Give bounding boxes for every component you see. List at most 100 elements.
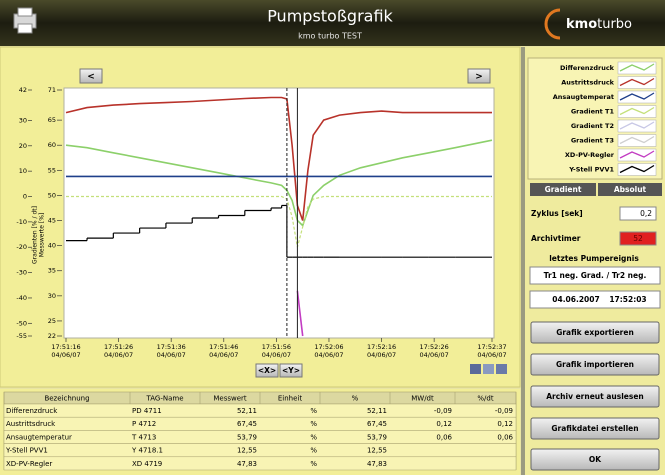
x-tick-label: 17:52:37 xyxy=(477,343,506,351)
y2-tick-label: -50 xyxy=(16,319,27,327)
y2-tick-label: 10 xyxy=(19,167,27,175)
legend-label: Ansaugtemperat xyxy=(553,93,614,101)
separator xyxy=(521,47,525,475)
table-cell: -0,09 xyxy=(495,407,513,415)
prev-button[interactable] xyxy=(79,68,103,84)
table-row-bg xyxy=(3,456,517,471)
legend-swatch xyxy=(619,121,655,130)
x-tick-label: 17:52:16 xyxy=(367,343,396,351)
table-cell: Y 4718.1 xyxy=(131,447,163,455)
x-tick-date: 04/06/07 xyxy=(477,351,506,359)
table-cell: Ansaugtemperatur xyxy=(6,433,72,441)
next-button[interactable] xyxy=(467,68,491,84)
legend-swatch xyxy=(619,92,655,101)
table-cell: 0,12 xyxy=(436,420,452,428)
x-tick-label: 17:51:36 xyxy=(157,343,186,351)
table-cell: 53,79 xyxy=(237,433,257,441)
table-cell: % xyxy=(310,433,317,441)
legend-label: Austrittsdruck xyxy=(561,79,614,87)
x-tick-date: 04/06/07 xyxy=(104,351,133,359)
y-tick-label: 55 xyxy=(48,166,56,174)
legend-label: Gradient T2 xyxy=(571,122,614,130)
table-cell: 47,83 xyxy=(367,460,387,468)
action-button[interactable] xyxy=(530,448,660,471)
legend-swatch-box xyxy=(617,61,657,75)
event-date: 04.06.2007 xyxy=(552,295,599,304)
table-header: Einheit xyxy=(278,395,302,403)
table-header: %/dt xyxy=(477,395,493,403)
event-datetime-box xyxy=(529,290,661,309)
table-cell: Austrittsdruck xyxy=(6,420,56,428)
legend-swatch xyxy=(619,106,655,116)
y-tick-label: 45 xyxy=(48,217,56,225)
x-tick-label: 17:51:26 xyxy=(104,343,133,351)
y-button[interactable] xyxy=(279,363,303,378)
table-cell: 67,45 xyxy=(237,420,257,428)
action-button-label: Grafik exportieren xyxy=(556,328,634,337)
y-tick-label: 30 xyxy=(48,292,56,300)
x-button-label: <X> xyxy=(258,366,276,375)
table-header: TAG-Name xyxy=(146,395,184,403)
table-cell: -0,09 xyxy=(434,407,452,415)
y2-tick-label: -55 xyxy=(16,332,27,340)
legend-swatch-box xyxy=(617,163,657,176)
y2-tick-label: 0 xyxy=(23,193,27,201)
event-box xyxy=(529,266,661,285)
y2-tick-label: -20 xyxy=(16,243,27,251)
table-header: MW/dt xyxy=(411,395,434,403)
y-tick-label: 22 xyxy=(48,332,56,340)
timer-box xyxy=(619,231,657,246)
prev-label: < xyxy=(87,72,95,82)
action-button[interactable] xyxy=(530,321,660,344)
y-tick-label: 40 xyxy=(48,242,56,250)
y-tick-label: 35 xyxy=(48,267,56,275)
action-button-label: Grafik importieren xyxy=(556,360,634,369)
y-tick-label: 60 xyxy=(48,141,56,149)
legend-swatch xyxy=(619,63,655,72)
table-cell: 47,83 xyxy=(237,460,257,468)
x-button[interactable] xyxy=(255,363,279,378)
table-cell: % xyxy=(310,407,317,415)
y2-tick-label: -30 xyxy=(16,269,27,277)
x-tick-date: 04/06/07 xyxy=(420,351,449,359)
table-cell: 52,11 xyxy=(237,407,257,415)
y2-axis-title: Gradienten [% / dt] xyxy=(32,206,39,264)
legend-label: Gradient T3 xyxy=(571,137,614,145)
table-cell: % xyxy=(310,447,317,455)
action-button[interactable] xyxy=(530,385,660,408)
x-tick-label: 17:51:16 xyxy=(51,343,80,351)
absolut-label: Absolut xyxy=(614,185,647,194)
legend-label: Gradient T1 xyxy=(571,108,615,116)
legend-swatch xyxy=(619,135,655,145)
absolut-button[interactable] xyxy=(598,183,662,196)
y2-tick-label: 30 xyxy=(19,116,27,124)
header-subtitle: kmo turbo TEST xyxy=(298,32,362,41)
table-cell: T 4713 xyxy=(131,433,156,441)
next-label: > xyxy=(475,72,483,82)
table-cell: 67,45 xyxy=(367,420,387,428)
toolbar-icons[interactable] xyxy=(470,364,507,374)
y-button-label: <Y> xyxy=(282,366,300,375)
legend-swatch-box xyxy=(617,105,657,118)
series-line xyxy=(66,195,492,248)
action-button[interactable] xyxy=(530,417,660,440)
table-row-bg xyxy=(3,443,517,458)
event-text: Tr1 neg. Grad. / Tr2 neg. xyxy=(544,271,647,280)
plot-area xyxy=(63,87,495,339)
legend-swatch-box xyxy=(617,148,657,162)
cycle-input[interactable] xyxy=(619,206,657,221)
x-tick-date: 04/06/07 xyxy=(314,351,343,359)
gradient-button[interactable] xyxy=(530,183,596,196)
action-button[interactable] xyxy=(530,353,660,376)
legend-swatch xyxy=(619,164,655,174)
x-tick-label: 17:51:46 xyxy=(209,343,238,351)
legend-swatch-box xyxy=(617,90,657,104)
table-cell: XD-PV-Regler xyxy=(6,460,52,468)
table-cell: PD 4711 xyxy=(132,407,162,415)
logo-turbo: turbo xyxy=(597,17,632,32)
table-header: % xyxy=(352,395,359,403)
y-tick-label: 65 xyxy=(48,116,56,124)
print-icon[interactable] xyxy=(13,7,37,34)
series-line xyxy=(65,139,493,228)
